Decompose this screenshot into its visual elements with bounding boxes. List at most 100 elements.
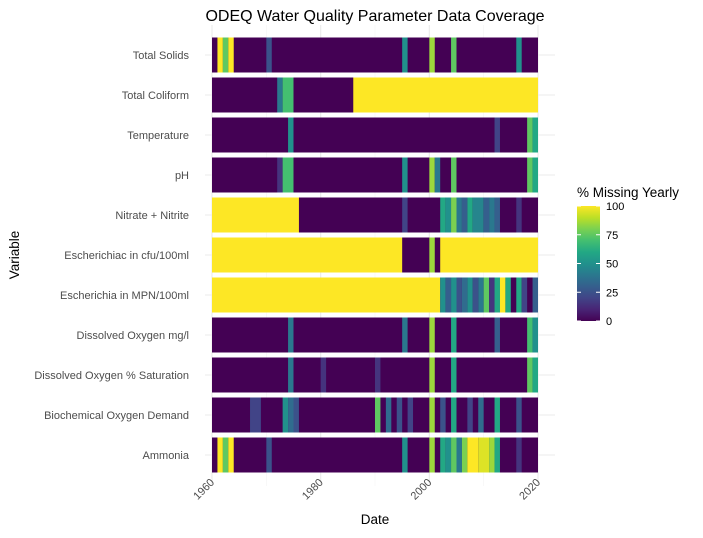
heatmap-cell [472,197,484,233]
legend-tick-label: 50 [606,259,618,271]
heatmap-cell [532,317,538,353]
heatmap-cell [489,197,495,233]
heatmap-cell [353,77,538,113]
heatmap-cell [228,37,234,73]
heatmap-cell [527,317,533,353]
heatmap-row-background [212,317,538,353]
y-tick-label: Escherichia in MPN/100ml [60,290,189,302]
heatmap-cell [375,357,381,393]
heatmap-cell [440,277,446,313]
heatmap-cell [494,277,500,313]
legend-tick-labels: 0 25 50 75 100 [577,201,624,328]
heatmap-cell [288,357,294,393]
heatmap-cell [494,197,500,233]
heatmap-cell [456,437,462,473]
heatmap-cell [222,37,229,73]
heatmap-cell [402,37,408,73]
heatmap-cell [282,157,294,193]
legend-color-bar [577,206,600,321]
y-axis-label: Variable [7,231,22,280]
heatmap-cell [282,77,294,113]
heatmap-cell [521,277,528,313]
heatmap-cell [288,117,294,153]
heatmap-cell [505,277,511,313]
heatmap-cell [472,277,479,313]
y-tick-label: Dissolved Oxygen mg/l [77,330,190,342]
heatmap-cell [445,277,452,313]
heatmap-cell [396,397,403,433]
heatmap-cell [212,197,299,233]
heatmap-cell [440,237,538,273]
heatmap-cell [467,397,473,433]
heatmap-cell [440,397,446,433]
x-axis-tick-labels: 1960 1980 2000 2020 [191,477,543,503]
heatmap-cell [217,437,223,473]
heatmap-cell [494,317,500,353]
y-tick-label: Ammonia [143,450,190,462]
heatmap-cell [429,157,435,193]
x-tick-label: 1980 [300,477,326,503]
heatmap-cell [451,197,457,233]
heatmap-cell [532,277,538,313]
y-tick-label: Biochemical Oxygen Demand [44,410,189,422]
heatmap-cell [494,397,500,433]
chart-title: ODEQ Water Quality Parameter Data Covera… [205,8,544,25]
heatmap-cell [467,437,479,473]
y-tick-label: Escherichiac in cfu/100ml [64,250,189,262]
legend-title: % Missing Yearly [577,185,679,200]
heatmap-row-background [212,157,538,193]
heatmap-cell [499,277,506,313]
heatmap-cell [402,157,408,193]
heatmap-cell [212,237,403,273]
heatmap-cell [456,277,462,313]
heatmap-cell [320,357,327,393]
heatmap-cell [461,277,468,313]
heatmap-cell [429,237,435,273]
heatmap-cell [277,157,283,193]
heatmap-cell [461,197,468,233]
heatmap-cell [451,397,457,433]
heatmap-cell [217,37,223,73]
y-tick-label: Nitrate + Nitrite [115,210,189,222]
heatmap-cell [527,117,533,153]
heatmap-cell [532,157,538,193]
heatmap-cell [478,437,490,473]
heatmap-cell [451,357,457,393]
heatmap-cell [478,397,484,433]
legend-tick-label: 25 [606,287,618,299]
heatmap-cell [467,277,473,313]
heatmap-row-background [212,37,538,73]
heatmap-cell [266,37,272,73]
heatmap-cell [494,117,500,153]
heatmap-cell [451,317,457,353]
heatmap-cell [483,277,490,313]
heatmap-cell [440,197,446,233]
heatmap-cell [266,437,272,473]
heatmap-cell [440,437,446,473]
heatmap-cell [250,397,261,433]
heatmap-cell [429,437,435,473]
heatmap-cell [532,357,538,393]
heatmap-cell [222,437,229,473]
heatmap-cell [429,37,435,73]
heatmap-cell [429,397,435,433]
heatmap-cell [407,397,414,433]
x-tick-label: 2020 [517,477,543,503]
heatmap-cell [402,437,408,473]
heatmap-cell [461,437,468,473]
x-tick-label: 1960 [191,477,217,503]
x-axis-label: Date [361,512,390,527]
heatmap-cell [385,397,392,433]
heatmap-cell [483,197,490,233]
y-tick-label: pH [175,170,189,182]
heatmap-cell [445,197,452,233]
heatmap-cell [402,197,408,233]
heatmap-cell [288,317,294,353]
heatmap-cell [467,197,473,233]
y-tick-label: Dissolved Oxygen % Saturation [34,370,189,382]
heatmap-cell [445,437,452,473]
heatmap-cell [451,277,457,313]
heatmap-cell [451,437,457,473]
y-tick-label: Temperature [127,130,189,142]
heatmap-cell [451,37,457,73]
